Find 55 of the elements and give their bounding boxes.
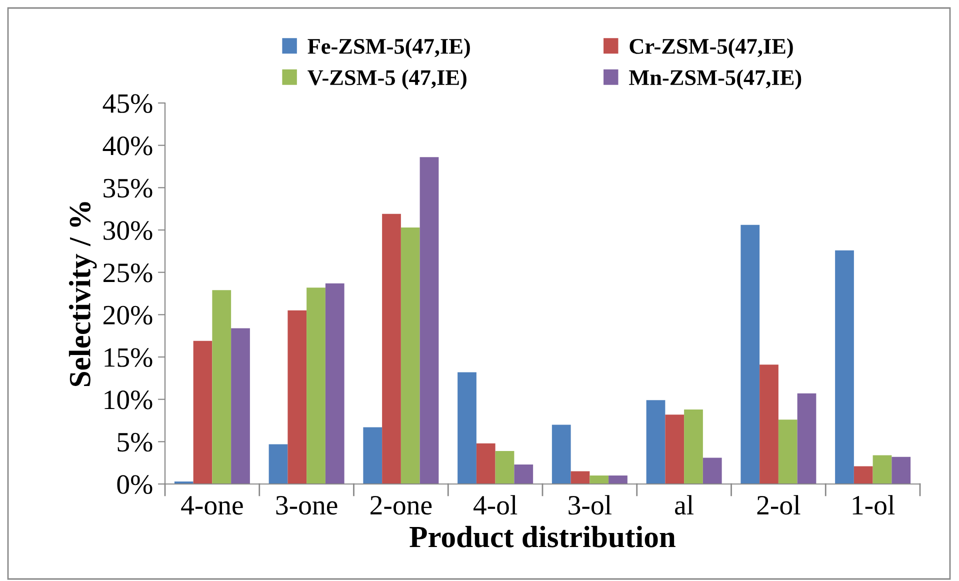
bar (835, 250, 854, 484)
y-tick-label: 30% (104, 221, 152, 240)
bar (193, 340, 212, 484)
bar (325, 283, 344, 484)
bar (760, 364, 778, 484)
y-tick-label: 35% (104, 178, 152, 198)
bar (420, 157, 439, 484)
bar (288, 310, 307, 484)
legend-label: Cr-ZSM-5(47,IE) (630, 38, 793, 58)
bar (306, 288, 326, 484)
x-tick-label: 3-ol (568, 495, 612, 515)
bar (590, 476, 609, 484)
legend-label: V-ZSM-5 (47,IE) (308, 70, 466, 90)
bar (552, 424, 571, 484)
y-tick-label: 20% (104, 306, 152, 325)
x-tick-label: 3-one (276, 496, 338, 515)
y-tick-label: 5% (118, 432, 152, 452)
y-tick-label: 40% (102, 136, 152, 156)
bar (665, 414, 684, 484)
legend-label: Fe-ZSM-5(47,IE) (308, 38, 470, 58)
bar (702, 458, 722, 484)
y-axis-title: Selectivity / % (68, 202, 97, 386)
bar (854, 466, 873, 484)
y-tick-label: 0% (117, 475, 152, 494)
bar (476, 443, 496, 484)
bar (382, 214, 401, 484)
bar (495, 450, 514, 484)
bar (797, 393, 816, 484)
bar (570, 471, 590, 484)
x-tick-label: 1-ol (852, 495, 895, 515)
bar (231, 328, 250, 484)
y-tick-label: 10% (104, 390, 152, 410)
bar (892, 456, 911, 484)
y-tick-label: 45% (102, 94, 152, 113)
bar (740, 224, 760, 484)
bar (212, 290, 232, 484)
bar (400, 227, 420, 484)
y-tick-label: 25% (104, 264, 152, 282)
bar (608, 476, 628, 484)
bar (872, 455, 892, 484)
x-tick-label: 2-ol (757, 495, 800, 515)
x-axis-title: Product distribution (410, 526, 676, 548)
bar (363, 427, 382, 484)
bar (684, 409, 703, 484)
x-tick-label: 2-one (370, 496, 432, 515)
bar (458, 372, 476, 484)
y-tick-label: 15% (104, 348, 152, 367)
bar (268, 444, 288, 484)
legend-label: Mn-ZSM-5(47,IE) (629, 70, 802, 90)
bar (778, 420, 798, 484)
x-tick-label: 4-ol (473, 495, 518, 515)
x-tick-label: 4-one (181, 496, 243, 515)
bar (514, 464, 534, 484)
x-tick-label: al (675, 495, 694, 515)
bar (646, 400, 666, 484)
